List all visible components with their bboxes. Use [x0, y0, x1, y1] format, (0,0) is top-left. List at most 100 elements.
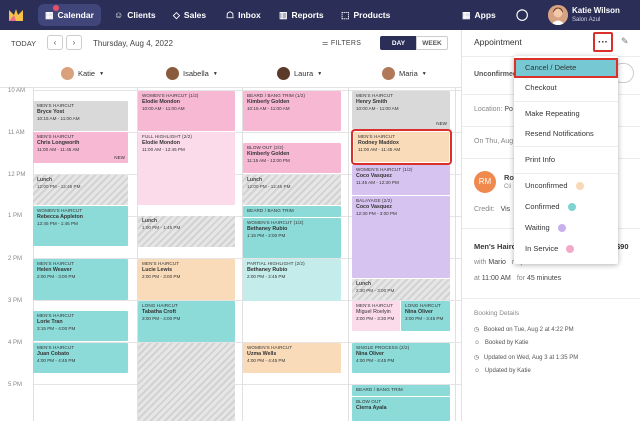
staff-laura[interactable]: Laura ▼: [277, 67, 322, 80]
appointment-card[interactable]: WOMEN'S HAIRCUT (1/2) Bethaney Rubio 1:1…: [243, 218, 341, 258]
appointment-card[interactable]: MEN'S HAIRCUT Helen Weaver 2:00 PM - 3:0…: [33, 259, 128, 300]
menu-print-info[interactable]: Print Info: [525, 155, 556, 164]
lunch-block[interactable]: Lunch 12:00 PM - 12:45 PM: [33, 175, 128, 205]
nav-sales[interactable]: ◇ Sales: [173, 0, 206, 30]
nav-inbox[interactable]: ☖ Inbox: [226, 0, 261, 30]
location-row: Location: Po: [474, 106, 513, 113]
new-client-badge: NEW: [436, 120, 447, 126]
current-date[interactable]: Thursday, Aug 4, 2022: [93, 39, 173, 48]
appointment-card[interactable]: MEN'S HAIRCUT Miguel Roelyin 3:00 PM - 3…: [352, 301, 400, 331]
appointment-card[interactable]: FULL HIGHLIGHT (2/2) Elodie Mondon 11:00…: [138, 132, 235, 205]
service-price: $90: [616, 242, 629, 251]
client-name[interactable]: Ro: [504, 173, 514, 182]
menu-resend-notifications[interactable]: Resend Notifications: [525, 129, 594, 138]
menu-status-waiting[interactable]: Waiting: [514, 218, 618, 238]
staff-name: Laura: [294, 69, 314, 78]
chat-button[interactable]: ◯: [516, 0, 528, 30]
appointment-time: 4:00 PM - 4:45 PM: [356, 358, 395, 364]
lunch-block[interactable]: Lunch 2:30 PM - 3:00 PM: [352, 279, 450, 300]
appointment-card[interactable]: BLOW OUT (2/2) Kimberly Golden 11:15 AM …: [243, 143, 341, 173]
appointment-card[interactable]: BEARD / BANG TRIM: [243, 206, 341, 217]
prev-day-button[interactable]: ‹: [47, 35, 63, 50]
status-label: Waiting: [525, 223, 550, 232]
nav-reports[interactable]: ▥ Reports: [279, 0, 324, 30]
appointment-time: 12:45 PM - 1:45 PM: [37, 221, 78, 227]
booking-details-heading: Booking Details: [474, 310, 520, 317]
hour-label: 2 PM: [8, 256, 23, 262]
appointment-card[interactable]: WOMEN'S HAIRCUT (1/2) Elodie Mondon 10:0…: [138, 91, 235, 131]
staff-maria[interactable]: Maria ▼: [382, 67, 427, 80]
appointment-card[interactable]: WOMEN'S HAIRCUT Uzma Wells 4:00 PM - 4:4…: [243, 343, 341, 373]
today-button[interactable]: TODAY: [11, 39, 37, 48]
appointment-service: PARTIAL HIGHLIGHT (2/2): [247, 261, 305, 266]
chevron-down-icon: ▼: [212, 70, 218, 77]
staff-name: Isabella: [183, 69, 209, 78]
filters-button[interactable]: ⚌ FILTERS: [322, 39, 361, 47]
location-label: Location:: [474, 106, 503, 113]
appointment-service: BEARD / BANG TRIM: [247, 208, 294, 213]
next-day-button[interactable]: ›: [66, 35, 82, 50]
at-label: at: [474, 275, 480, 282]
menu-status-unconfirmed[interactable]: Unconfirmed: [514, 176, 618, 196]
nav-calendar[interactable]: ▦ Calendar: [38, 4, 101, 26]
status-dropdown[interactable]: Unconfirmed: [474, 71, 518, 78]
history-text: Booked on Tue, Aug 2 at 4:22 PM: [483, 327, 574, 333]
user-avatar[interactable]: [548, 5, 568, 25]
appointment-card[interactable]: MEN'S HAIRCUT Lucie Lewis 2:00 PM - 3:00…: [138, 259, 235, 300]
appointment-service: WOMEN'S HAIRCUT (1/2): [142, 93, 199, 98]
appointment-card[interactable]: MEN'S HAIRCUT Lorie Tran 3:15 PM - 4:00 …: [33, 311, 128, 341]
history-item: ◷ Updated on Wed, Aug 3 at 1:35 PM: [474, 354, 578, 361]
menu-status-in-service[interactable]: In Service: [514, 239, 618, 259]
block-time: 12:00 PM - 12:45 PM: [247, 183, 291, 189]
appointment-card[interactable]: BALAYAGE (2/2) Coco Vasquez 12:30 PM - 3…: [352, 196, 450, 278]
appointment-card[interactable]: LONG HAIRCUT Nina Oliver 3:00 PM - 3:45 …: [401, 301, 450, 331]
appointment-service: LONG HAIRCUT: [405, 303, 441, 308]
appointment-service: BEARD / BANG TRIM (1/2): [247, 93, 306, 98]
appointment-service: WOMEN'S HAIRCUT: [247, 345, 293, 350]
staff-name: Katie: [78, 69, 96, 78]
appointment-client: Chris Longworth: [37, 140, 80, 147]
nav-clients[interactable]: ☺ Clients: [114, 0, 156, 30]
lunch-block[interactable]: Lunch 1:00 PM - 1:45 PM: [138, 216, 235, 247]
client-avatar[interactable]: RM: [474, 171, 496, 193]
appointment-service: MEN'S HAIRCUT: [37, 345, 75, 350]
appointment-card[interactable]: MEN'S HAIRCUT Bryce Yost 10:15 AM - 11:0…: [33, 101, 128, 131]
edit-pencil-icon[interactable]: ✎: [621, 36, 629, 46]
appointment-card[interactable]: SINGLE PROCESS (2/2) Nina Oliver 4:00 PM…: [352, 343, 450, 373]
menu-cancel-delete[interactable]: Cancel / Delete: [514, 58, 618, 78]
person-icon: ☺: [474, 340, 481, 346]
more-options-button[interactable]: ···: [593, 32, 613, 52]
service-name: Men's Hairc: [474, 242, 516, 251]
menu-status-confirmed[interactable]: Confirmed: [514, 197, 618, 217]
appointment-card[interactable]: MEN'S HAIRCUT Juan Cobato 4:00 PM - 4:45…: [33, 343, 128, 373]
appointment-card[interactable]: MEN'S HAIRCUT Henry Smith 10:00 AM - 11:…: [352, 91, 450, 129]
week-view-button[interactable]: WEEK: [416, 36, 448, 50]
appointment-card[interactable]: BLOW OUT Cierra Ayala: [352, 397, 450, 421]
nav-products[interactable]: ⬚ Products: [341, 0, 390, 30]
appointment-service: FULL HIGHLIGHT (2/2): [142, 134, 193, 139]
appointment-service: BLOW OUT (2/2): [247, 145, 284, 150]
lunch-block[interactable]: Lunch 12:00 PM - 12:45 PM: [243, 175, 341, 205]
panel-title: Appointment: [474, 37, 522, 47]
menu-make-repeating[interactable]: Make Repeating: [525, 109, 580, 118]
appointment-card[interactable]: PARTIAL HIGHLIGHT (2/2) Bethaney Rubio 2…: [243, 259, 341, 301]
credit-label: Credit:: [474, 206, 495, 213]
appointment-client: Coco Vasquez: [356, 173, 392, 180]
app-logo[interactable]: [8, 7, 24, 23]
appointment-card[interactable]: LONG HAIRCUT Tabatha Croft 3:00 PM - 4:0…: [138, 301, 235, 342]
block-label: Lunch: [142, 218, 157, 224]
nav-apps[interactable]: ▦ Apps: [462, 0, 496, 30]
appointment-card[interactable]: BEARD / BANG TRIM: [352, 385, 450, 396]
appointment-service: SINGLE PROCESS (2/2): [356, 345, 410, 350]
person-icon: ☺: [474, 368, 481, 374]
appointment-client: Helen Weaver: [37, 267, 72, 274]
appointment-card[interactable]: WOMEN'S HAIRCUT Rebecca Appleton 12:45 P…: [33, 206, 128, 246]
staff-isabella[interactable]: Isabella ▼: [166, 67, 218, 80]
menu-checkout[interactable]: Checkout: [525, 83, 557, 92]
staff-katie[interactable]: Katie ▼: [61, 67, 104, 80]
appointment-card[interactable]: MEN'S HAIRCUT Chris Longworth 11:00 AM -…: [33, 132, 128, 163]
day-view-button[interactable]: DAY: [380, 36, 417, 50]
selected-appointment-card[interactable]: MEN'S HAIRCUT Rodney Maddox 11:00 AM - 1…: [351, 129, 452, 165]
appointment-card[interactable]: BEARD / BANG TRIM (1/2) Kimberly Golden …: [243, 91, 341, 131]
appointment-card[interactable]: WOMEN'S HAIRCUT (1/2) Coco Vasquez 11:45…: [352, 165, 450, 195]
